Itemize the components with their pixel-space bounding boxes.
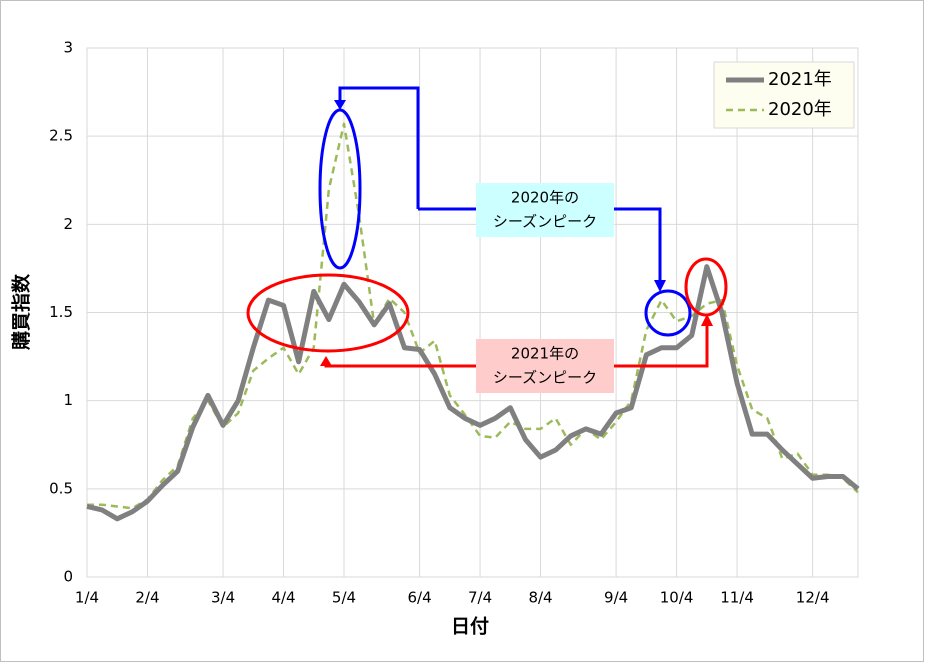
x-tick-label: 1/4 bbox=[75, 589, 99, 607]
x-tick-label: 6/4 bbox=[408, 589, 432, 607]
arrow bbox=[614, 207, 662, 282]
highlight-ellipse bbox=[246, 273, 410, 353]
x-axis-label: 日付 bbox=[451, 615, 489, 638]
legend-label: 2020年 bbox=[768, 99, 832, 120]
x-tick-label: 8/4 bbox=[528, 589, 552, 607]
arrowhead bbox=[334, 100, 346, 110]
annotation-text: シーズンピーク bbox=[493, 369, 597, 387]
y-tick-label: 3 bbox=[63, 39, 73, 57]
arrowhead bbox=[654, 280, 666, 292]
arrowhead bbox=[701, 314, 713, 326]
x-tick-label: 5/4 bbox=[332, 589, 356, 607]
x-tick-label: 7/4 bbox=[468, 589, 492, 607]
x-tick-label: 2/4 bbox=[135, 589, 159, 607]
y-tick-label: 1.5 bbox=[49, 303, 73, 321]
plot: 0 0.5 1 1.5 2 2.5 3 1/4 2/4 3/4 4/4 5/4 6/4 7/4 8/4 9/4… bbox=[49, 39, 860, 607]
x-tick-label: 12/4 bbox=[796, 589, 830, 607]
x-tick-label: 3/4 bbox=[211, 589, 235, 607]
annotation-text: シーズンピーク bbox=[493, 213, 597, 231]
legend-label: 2021年 bbox=[768, 69, 832, 90]
series-line bbox=[86, 264, 860, 522]
plot-border bbox=[86, 47, 859, 578]
arrow bbox=[338, 86, 420, 209]
y-tick-label: 0 bbox=[63, 568, 73, 586]
y-tick-label: 2 bbox=[63, 215, 73, 233]
y-tick-label: 2.5 bbox=[49, 127, 73, 145]
x-tick-label: 11/4 bbox=[720, 589, 754, 607]
annotation-box bbox=[476, 339, 614, 393]
x-tick-label: 10/4 bbox=[660, 589, 694, 607]
legend-box bbox=[713, 61, 855, 129]
x-tick-label: 9/4 bbox=[604, 589, 628, 607]
highlight-ellipse bbox=[684, 257, 728, 317]
annotation-text: 2021年の bbox=[511, 345, 579, 363]
annotation-text: 2020年の bbox=[511, 189, 579, 207]
y-tick-label: 1 bbox=[63, 391, 73, 409]
arrowhead bbox=[320, 356, 332, 366]
highlight-ellipse bbox=[644, 289, 692, 337]
y-tick-label: 0.5 bbox=[49, 479, 73, 497]
annotation-box bbox=[476, 183, 614, 237]
y-axis-label: 購買指数 bbox=[10, 273, 33, 350]
arrow bbox=[614, 324, 709, 368]
x-tick-label: 4/4 bbox=[271, 589, 295, 607]
